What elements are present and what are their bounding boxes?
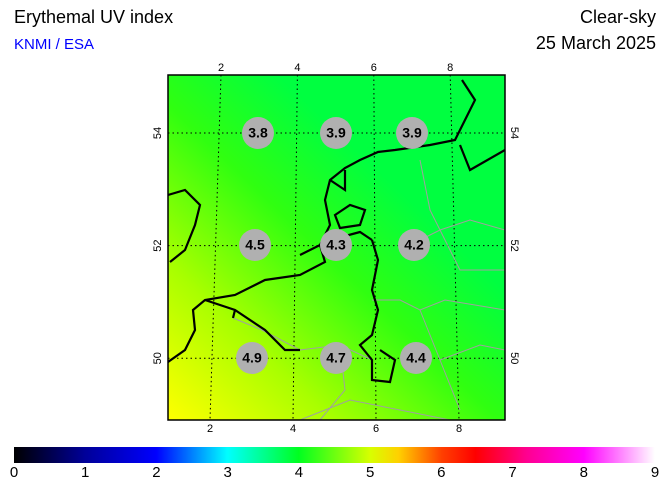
lon-tick-top: 8 <box>447 62 453 74</box>
lon-tick-top: 6 <box>371 62 377 74</box>
lon-tick-bottom: 8 <box>456 423 462 435</box>
uv-value: 4.7 <box>326 350 346 366</box>
lat-tick-right: 54 <box>508 127 520 139</box>
colorbar-label: 5 <box>366 464 374 481</box>
uv-value: 3.8 <box>248 125 268 141</box>
colorbar-label: 4 <box>295 464 303 481</box>
colorbar-label: 2 <box>152 464 160 481</box>
colorbar <box>14 447 655 463</box>
lon-tick-bottom: 6 <box>373 423 379 435</box>
colorbar-label: 1 <box>81 464 89 481</box>
uv-marker <box>242 117 274 149</box>
uv-marker <box>400 342 432 374</box>
uv-marker <box>320 117 352 149</box>
uv-marker <box>398 229 430 261</box>
colorbar-label: 3 <box>223 464 231 481</box>
uv-marker <box>396 117 428 149</box>
lat-tick-left: 50 <box>152 352 164 364</box>
uv-marker <box>239 229 271 261</box>
colorbar-label: 9 <box>651 464 659 481</box>
uv-value: 3.9 <box>326 125 346 141</box>
source: KNMI / ESA <box>14 36 94 53</box>
uv-value: 4.2 <box>404 237 424 253</box>
uv-value: 4.9 <box>242 350 262 366</box>
colorbar-label: 0 <box>10 464 18 481</box>
map-frame <box>167 74 506 421</box>
lat-tick-right: 50 <box>508 352 520 364</box>
colorbar-label: 8 <box>580 464 588 481</box>
colorbar-label: 7 <box>508 464 516 481</box>
uv-value: 4.5 <box>245 237 265 253</box>
lon-tick-top: 4 <box>294 62 300 74</box>
colorbar-labels: 0 1 2 3 4 5 6 7 8 9 <box>10 464 659 481</box>
uv-value: 4.4 <box>406 350 426 366</box>
uv-marker <box>236 342 268 374</box>
lat-tick-left: 54 <box>152 127 164 139</box>
uv-marker <box>320 342 352 374</box>
sky: Clear-sky <box>580 7 656 27</box>
lon-tick-bottom: 2 <box>207 423 213 435</box>
title: Erythemal UV index <box>14 7 173 27</box>
date: 25 March 2025 <box>536 33 656 53</box>
lon-tick-top: 2 <box>218 62 224 74</box>
uv-value: 4.3 <box>326 237 346 253</box>
colorbar-label: 6 <box>437 464 445 481</box>
lon-tick-bottom: 4 <box>290 423 296 435</box>
lat-tick-left: 52 <box>152 239 164 251</box>
overlay: 2 4 6 8 2 4 6 8 54 52 50 54 52 50 3.8 3.9 3.9 4.5 4.3 4.2 4.… <box>152 62 520 435</box>
uv-marker <box>320 229 352 261</box>
lat-tick-right: 52 <box>508 239 520 251</box>
uv-value: 3.9 <box>402 125 422 141</box>
